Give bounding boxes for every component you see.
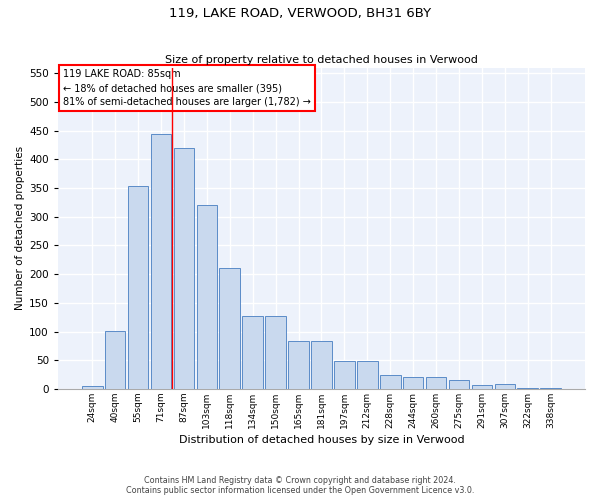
Bar [403, 378, 424, 389]
Bar [242, 316, 263, 389]
Title: Size of property relative to detached houses in Verwood: Size of property relative to detached ho… [165, 56, 478, 66]
Bar [151, 134, 172, 389]
Y-axis label: Number of detached properties: Number of detached properties [15, 146, 25, 310]
Bar [334, 361, 355, 389]
Bar [288, 340, 309, 389]
Bar [220, 268, 240, 389]
Bar [449, 380, 469, 389]
Bar [105, 331, 125, 389]
Bar [472, 385, 492, 389]
Bar [197, 206, 217, 389]
Bar [265, 316, 286, 389]
Text: Contains HM Land Registry data © Crown copyright and database right 2024.
Contai: Contains HM Land Registry data © Crown c… [126, 476, 474, 495]
Bar [173, 148, 194, 389]
Bar [128, 186, 148, 389]
Bar [82, 386, 103, 389]
X-axis label: Distribution of detached houses by size in Verwood: Distribution of detached houses by size … [179, 435, 464, 445]
Bar [357, 361, 377, 389]
Bar [380, 374, 401, 389]
Bar [426, 378, 446, 389]
Bar [311, 340, 332, 389]
Bar [494, 384, 515, 389]
Text: 119, LAKE ROAD, VERWOOD, BH31 6BY: 119, LAKE ROAD, VERWOOD, BH31 6BY [169, 8, 431, 20]
Bar [517, 388, 538, 389]
Text: 119 LAKE ROAD: 85sqm
← 18% of detached houses are smaller (395)
81% of semi-deta: 119 LAKE ROAD: 85sqm ← 18% of detached h… [63, 70, 311, 108]
Bar [541, 388, 561, 389]
